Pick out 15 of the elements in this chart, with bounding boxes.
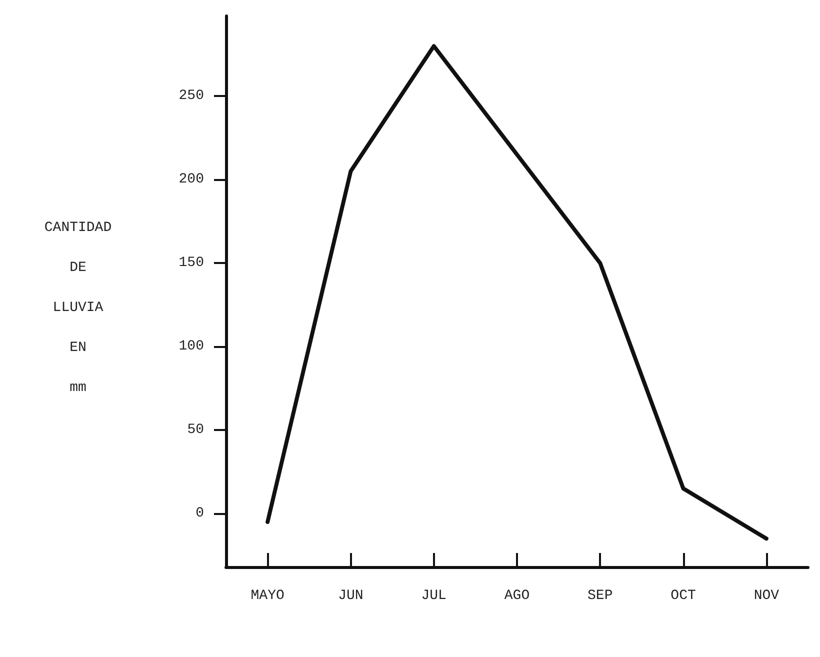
x-tick-label: OCT [670, 588, 696, 604]
x-tick-label: JUL [421, 588, 446, 604]
x-tick-label: MAYO [250, 588, 284, 604]
x-tick-label: JUN [338, 588, 364, 604]
y-tick-label: 100 [178, 338, 204, 355]
text: CANTIDAD DE LLUVIA EN mm [44, 220, 112, 396]
y-tick-label: 0 [196, 506, 204, 522]
x-tick-label: NOV [754, 588, 780, 604]
y-tick-label: 50 [187, 422, 204, 438]
y-tick-label: 200 [178, 172, 204, 188]
line-series [266, 44, 768, 541]
y-tick-label: 150 [178, 255, 204, 272]
x-tick-label: SEP [588, 588, 613, 604]
x-tick-label: AGO [504, 588, 530, 604]
y-tick-label: 250 [178, 88, 204, 104]
